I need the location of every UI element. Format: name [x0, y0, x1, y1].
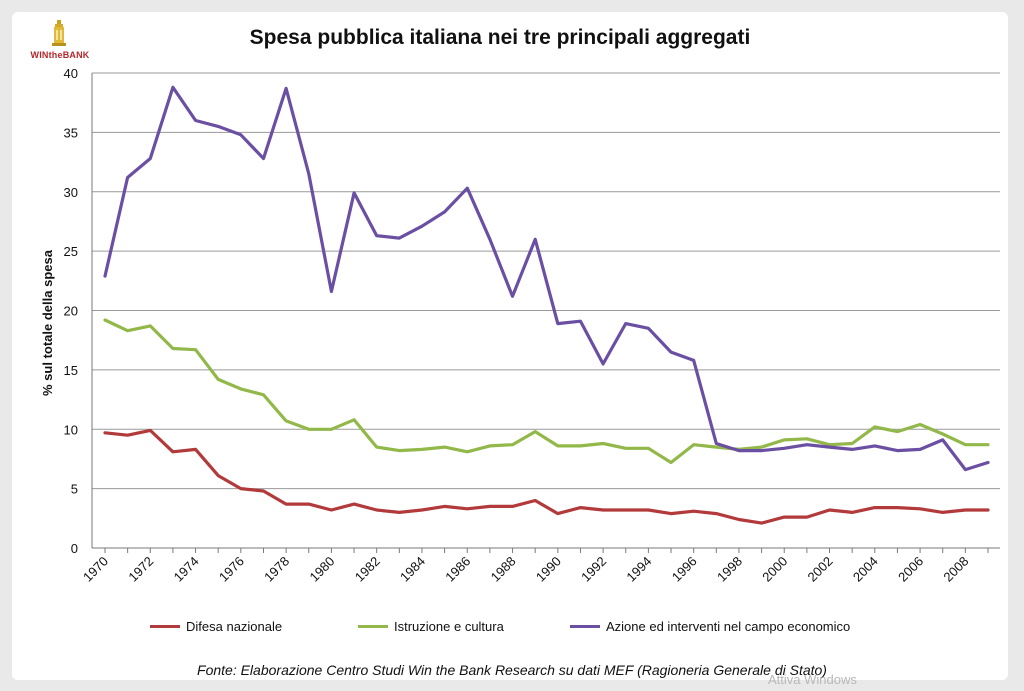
y-tick-label-40: 40	[64, 66, 78, 81]
x-tick-label-1980: 1980	[306, 554, 337, 585]
x-tick-label-1976: 1976	[216, 554, 247, 585]
x-tick-label-2002: 2002	[805, 554, 836, 585]
series-line-difesa	[103, 428, 990, 525]
y-axis-label: % sul totale della spesa	[40, 250, 55, 396]
x-tick-label-1986: 1986	[442, 554, 473, 585]
series-line-azione	[103, 85, 990, 472]
y-tick-label-0: 0	[71, 541, 78, 556]
legend-label-azione: Azione ed interventi nel campo economico	[606, 619, 851, 634]
legend-swatch-azione	[570, 625, 600, 628]
x-tick-label-1978: 1978	[261, 554, 292, 585]
x-tick-label-1982: 1982	[352, 554, 383, 585]
legend-item-azione: Azione ed interventi nel campo economico	[570, 619, 850, 634]
y-tick-label-15: 15	[64, 363, 78, 378]
y-tick-label-25: 25	[64, 244, 78, 259]
y-tick-label-5: 5	[71, 482, 78, 497]
logo-text: WINtheBANK	[30, 50, 90, 60]
axes	[91, 73, 1000, 553]
x-tick-label-2004: 2004	[850, 554, 881, 585]
x-tick-label-1998: 1998	[714, 554, 745, 585]
x-tick-label-1990: 1990	[533, 554, 564, 585]
x-tick-label-1974: 1974	[171, 554, 202, 585]
legend-swatch-istruzione	[358, 625, 388, 628]
legend-label-difesa: Difesa nazionale	[186, 619, 283, 634]
x-tick-labels: 1970 1972 1974 1976 1978 1980 1982 1984 1986 1988…	[80, 554, 971, 585]
y-tick-label-30: 30	[64, 185, 78, 200]
legend-item-istruzione: Istruzione e cultura	[358, 619, 504, 634]
x-tick-label-1984: 1984	[397, 554, 428, 585]
y-tick-label-35: 35	[64, 125, 78, 140]
x-tick-label-1970: 1970	[80, 554, 111, 585]
legend: Difesa nazionale Istruzione e cultura Az…	[150, 619, 950, 639]
series-line-istruzione	[103, 318, 990, 465]
x-tick-label-2008: 2008	[940, 554, 971, 585]
y-tick-label-10: 10	[64, 422, 78, 437]
x-tick-label-1988: 1988	[488, 554, 519, 585]
logo: WINtheBANK	[24, 20, 96, 64]
watermark-text: Attiva Windows	[768, 672, 857, 687]
chart-title: Spesa pubblica italiana nei tre principa…	[249, 26, 751, 49]
chart-card	[12, 12, 1008, 680]
x-tick-label-1972: 1972	[125, 554, 156, 585]
x-tick-label-1992: 1992	[578, 554, 609, 585]
legend-label-istruzione: Istruzione e cultura	[394, 619, 504, 634]
series-lines	[103, 85, 990, 525]
legend-item-difesa: Difesa nazionale	[150, 619, 282, 634]
logo-mark-icon	[52, 20, 66, 46]
source-note: Fonte: Elaborazione Centro Studi Win the…	[197, 662, 827, 678]
x-tick-label-1996: 1996	[669, 554, 700, 585]
x-tick-label-1994: 1994	[623, 554, 654, 585]
gridlines	[92, 72, 1000, 490]
y-tick-label-20: 20	[64, 304, 78, 319]
y-tick-labels: 0 5 10 15 20 25 30 35 40	[64, 66, 78, 556]
x-tick-label-2000: 2000	[759, 554, 790, 585]
legend-swatch-difesa	[150, 625, 180, 628]
x-tick-label-2006: 2006	[895, 554, 926, 585]
